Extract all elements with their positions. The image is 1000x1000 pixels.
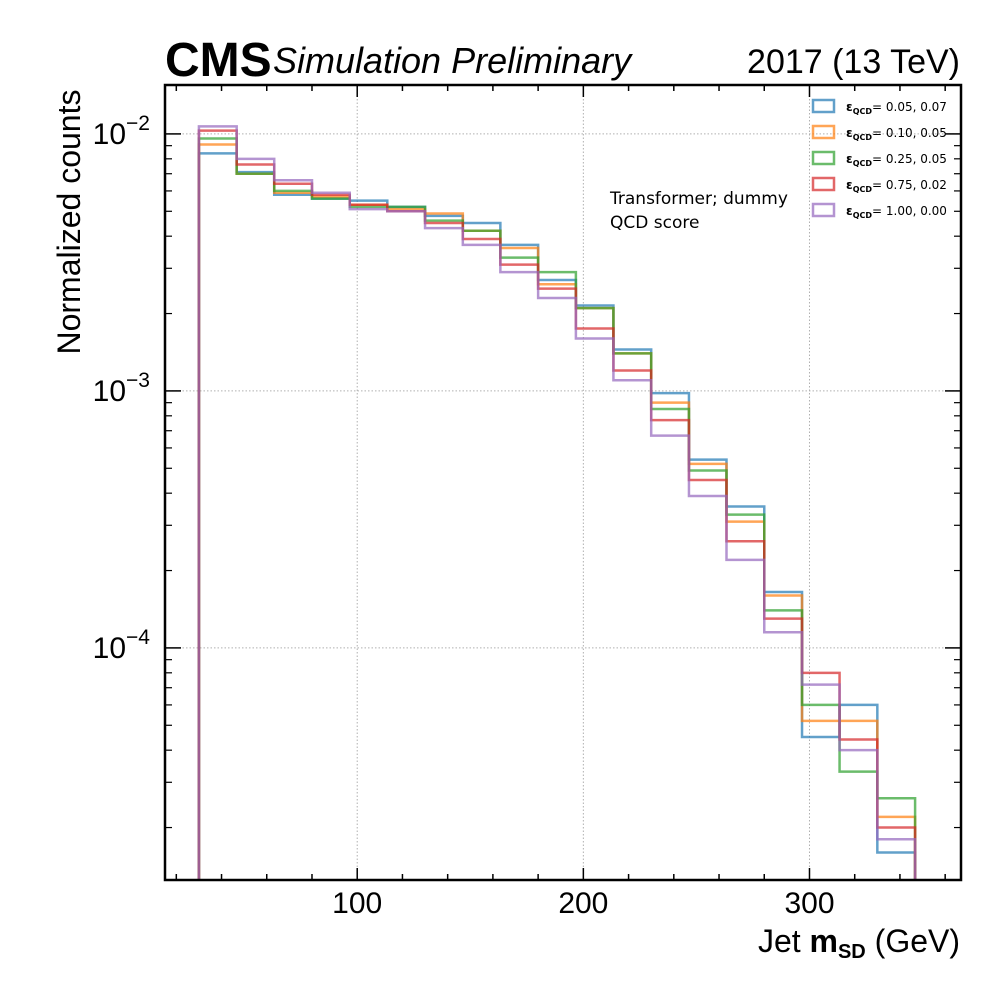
- legend-swatch: [811, 98, 836, 114]
- legend-entry: εQCD= 1.00, 0.00: [811, 202, 947, 220]
- histogram-series-line: [197, 129, 917, 880]
- x-axis-label-symbol: m: [810, 923, 838, 959]
- grid: [165, 85, 961, 880]
- x-axis-label-prefix: Jet: [758, 923, 810, 959]
- legend-swatch: [811, 150, 836, 166]
- x-tick-label: 100: [332, 887, 382, 920]
- legend: εQCD= 0.05, 0.07 εQCD= 0.10, 0.05 εQCD= 0.…: [811, 98, 947, 220]
- legend-label: εQCD= 0.10, 0.05: [846, 126, 947, 142]
- legend-entry: εQCD= 0.05, 0.07: [811, 98, 947, 116]
- legend-entry: εQCD= 0.75, 0.02: [811, 176, 947, 194]
- extra-label: Simulation Preliminary: [273, 40, 633, 81]
- y-tick-label: 10−4: [93, 626, 151, 665]
- y-axis-label: Normalized counts: [51, 90, 87, 355]
- x-axis-label: Jet mSD (GeV): [758, 923, 960, 963]
- histogram-series-line: [197, 137, 917, 880]
- histogram-series-line: [197, 125, 917, 880]
- plot-frame: [163, 83, 963, 882]
- legend-swatch: [811, 124, 836, 140]
- legend-label: εQCD= 0.75, 0.02: [846, 178, 947, 194]
- lumi-label: 2017 (13 TeV): [747, 43, 960, 81]
- x-axis-label-suffix: (GeV): [866, 923, 960, 959]
- y-tick-label: 10−2: [93, 112, 150, 151]
- histogram-series-line: [197, 143, 917, 880]
- annotation-line-1: Transformer; dummy: [609, 189, 788, 209]
- legend-swatch: [811, 176, 836, 192]
- legend-label: εQCD= 0.25, 0.05: [846, 152, 947, 168]
- x-axis-label-sub: SD: [838, 941, 866, 963]
- x-tick-label: 200: [558, 887, 608, 920]
- axis-ticks: 100 200 300 10−2 10−3 10−4: [93, 85, 961, 920]
- legend-label: εQCD= 0.05, 0.07: [846, 100, 947, 116]
- histogram-series: [197, 125, 917, 880]
- legend-entry: εQCD= 0.25, 0.05: [811, 150, 947, 168]
- cms-label: CMS: [165, 34, 272, 87]
- legend-swatch: [811, 202, 836, 218]
- x-tick-label: 300: [784, 887, 834, 920]
- y-tick-label: 10−3: [93, 369, 150, 408]
- histogram-series-line: [197, 152, 917, 880]
- legend-entry: εQCD= 0.10, 0.05: [811, 124, 947, 142]
- annotation-line-2: QCD score: [610, 213, 699, 233]
- legend-label: εQCD= 1.00, 0.00: [846, 204, 947, 220]
